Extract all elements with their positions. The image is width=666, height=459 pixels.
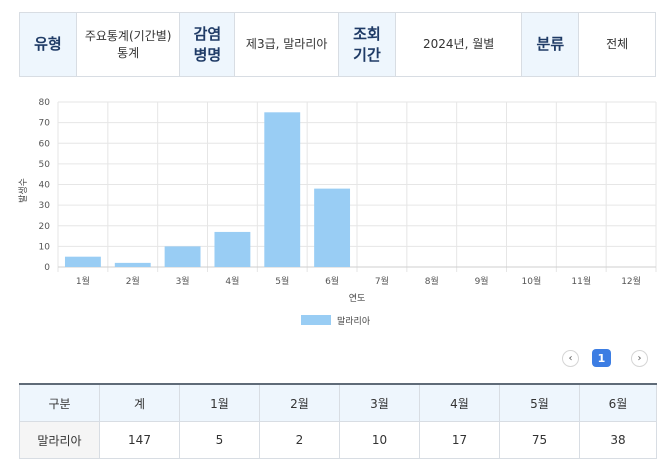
x-tick-label: 1월 [76, 275, 90, 287]
next-page-button[interactable]: › [631, 349, 648, 367]
bar[interactable] [314, 188, 351, 267]
chart-bars [64, 112, 351, 267]
header-month-6: 6월 [579, 383, 657, 422]
legend-swatch [301, 315, 331, 325]
bar[interactable] [114, 262, 151, 267]
chevron-left-icon: ‹ [568, 352, 573, 364]
category-label: 분류 [522, 13, 580, 76]
y-tick-label: 10 [39, 242, 51, 252]
y-axis-ticks: 0 10 20 30 40 50 60 70 80 [39, 98, 51, 273]
row-disease-name: 말라리아 [19, 421, 100, 459]
header-month-1: 1월 [179, 383, 260, 422]
cell-month-5: 75 [499, 421, 580, 459]
type-value: 주요통계(기간별) 통계 [77, 13, 181, 76]
bar[interactable] [64, 256, 101, 267]
cell-month-6: 38 [579, 421, 657, 459]
y-tick-label: 80 [39, 98, 51, 108]
bar[interactable] [214, 231, 251, 267]
table-header-row: 구분 계 1월 2월 3월 4월 5월 6월 [19, 383, 657, 422]
table-row: 말라리아 147 5 2 10 17 75 38 [19, 421, 657, 459]
query-info-table: 유형 주요통계(기간별) 통계 감염병명 제3급, 말라리아 조회기간 2024… [19, 12, 656, 77]
x-tick-label: 4월 [225, 275, 239, 287]
header-month-3: 3월 [339, 383, 420, 422]
type-label: 유형 [20, 13, 77, 76]
cell-total: 147 [99, 421, 180, 459]
cell-month-3: 10 [339, 421, 420, 459]
chevron-right-icon: › [637, 352, 642, 364]
x-tick-label: 10월 [522, 275, 542, 287]
x-tick-label: 5월 [275, 275, 289, 287]
period-label: 조회기간 [339, 13, 396, 76]
x-tick-label: 3월 [176, 275, 190, 287]
period-value: 2024년, 월별 [396, 13, 523, 76]
chart-grid [57, 101, 657, 272]
category-value: 전체 [606, 37, 629, 51]
cell-month-4: 17 [419, 421, 500, 459]
x-tick-label: 2월 [126, 275, 140, 287]
legend-label: 말라리아 [337, 315, 371, 327]
x-tick-label: 9월 [475, 275, 489, 287]
page-number-current[interactable]: 1 [592, 349, 611, 367]
x-tick-label: 8월 [425, 275, 439, 287]
cell-month-1: 5 [179, 421, 260, 459]
x-axis-label: 연도 [349, 293, 366, 304]
x-axis-ticks: 1월 2월 3월 4월 5월 6월 7월 8월 9월 10월 11월 12월 [76, 275, 641, 287]
x-tick-label: 11월 [571, 275, 591, 287]
cell-month-2: 2 [259, 421, 340, 459]
disease-label: 감염병명 [180, 13, 236, 76]
prev-page-button[interactable]: ‹ [562, 349, 579, 367]
y-tick-label: 0 [44, 263, 50, 273]
header-total: 계 [99, 383, 180, 422]
y-axis-label: 발생수 [18, 178, 29, 203]
x-tick-label: 12월 [621, 275, 641, 287]
y-tick-label: 60 [39, 139, 51, 149]
header-month-2: 2월 [259, 383, 340, 422]
y-tick-label: 50 [39, 160, 51, 170]
bar[interactable] [164, 246, 201, 267]
header-month-5: 5월 [499, 383, 580, 422]
y-tick-label: 70 [39, 119, 51, 129]
x-tick-label: 6월 [325, 275, 339, 287]
monthly-data-table: 구분 계 1월 2월 3월 4월 5월 6월 말라리아 147 5 2 10 1… [19, 383, 657, 459]
disease-value: 제3급, 말라리아 [235, 13, 340, 76]
header-month-4: 4월 [419, 383, 500, 422]
y-tick-label: 40 [39, 181, 51, 191]
x-tick-label: 7월 [375, 275, 389, 287]
header-category: 구분 [19, 383, 100, 422]
y-tick-label: 30 [39, 201, 51, 211]
bar[interactable] [264, 112, 301, 267]
chart-legend[interactable]: 말라리아 [301, 315, 371, 327]
y-tick-label: 20 [39, 222, 51, 232]
pagination: ‹ 1 › [562, 349, 648, 367]
